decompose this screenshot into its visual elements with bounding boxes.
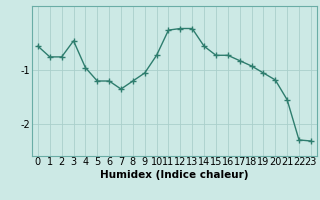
X-axis label: Humidex (Indice chaleur): Humidex (Indice chaleur) bbox=[100, 170, 249, 180]
